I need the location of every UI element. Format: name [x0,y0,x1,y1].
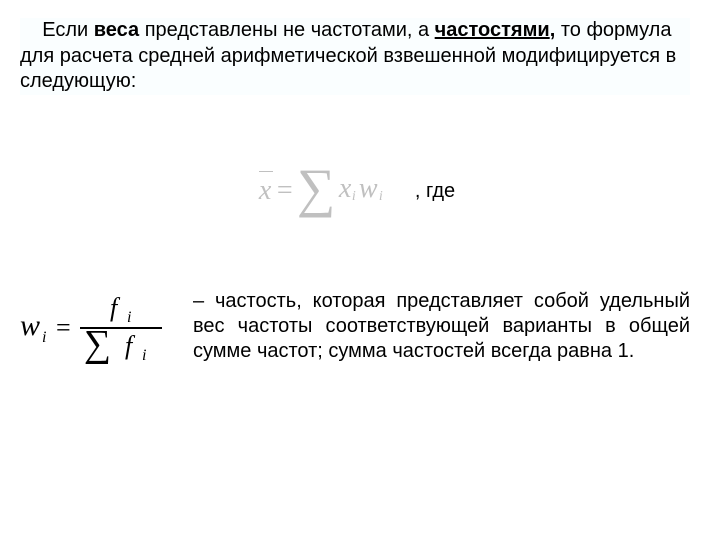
intro-bold1: веса [94,19,139,41]
where-label: , где [415,180,455,203]
w-subscript-i: i [42,329,46,347]
numerator-f: f [110,293,117,323]
formula-wi: w i = f i ∑ f i [20,289,165,367]
intro-indent [20,19,42,41]
intro-paragraph: Если веса представлены не частотами, а ч… [20,18,690,95]
definition-text: – частость, которая представляет собой у… [193,289,690,365]
slide-container: Если веса представлены не частотами, а ч… [0,0,720,385]
numerator-i: i [127,309,131,327]
denom-i: i [142,347,146,365]
formula-xbar: x = ∑ x i w i [255,165,397,219]
i-subscript-2: i [379,189,383,205]
intro-bold2: частостями [435,19,550,41]
definition-row: w i = f i ∑ f i – частость, которая пред… [20,289,690,367]
xbar-symbol: x [259,175,271,207]
intro-mid: представлены не частотами, а [139,19,435,41]
denom-f: f [125,331,132,361]
x-variable: x [339,173,351,205]
intro-pre: Если [42,19,94,41]
denom-sigma: ∑ [84,325,111,363]
equals-sign: = [56,313,71,343]
xbar-overline [259,171,273,172]
w-variable: w [20,309,40,343]
i-subscript-1: i [352,189,356,205]
equals-sign: = [277,175,293,207]
sigma-symbol: ∑ [297,161,336,215]
formula-xbar-row: x = ∑ x i w i , где [20,165,690,219]
w-variable: w [359,173,378,205]
